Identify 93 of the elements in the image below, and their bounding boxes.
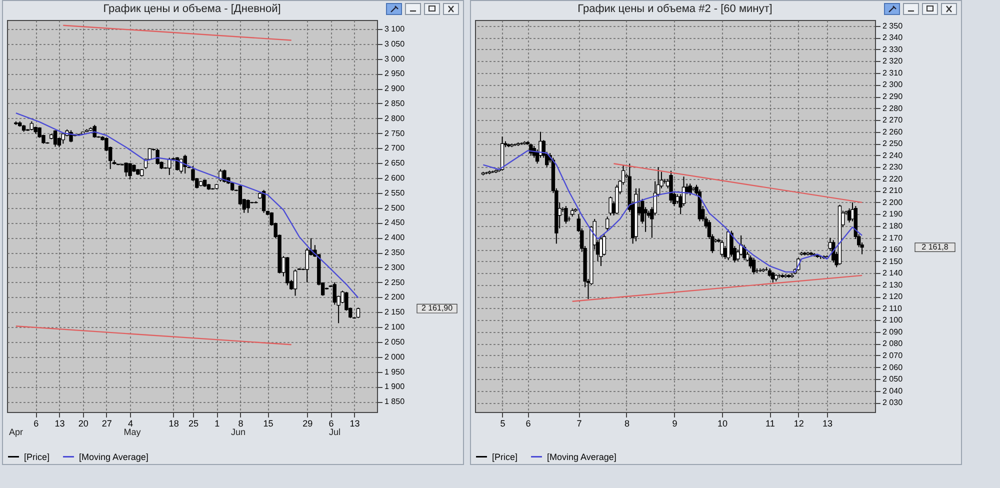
y-tick-label: 2 240: [882, 150, 904, 160]
y-tick-label: 3 100: [384, 24, 406, 34]
y-tick-label: 2 250: [384, 278, 406, 287]
y-tick-label: 2 900: [384, 84, 406, 94]
x-tick-label: 10: [717, 418, 728, 428]
text: Jun: [231, 427, 246, 437]
x-tick-label: 6: [328, 418, 334, 428]
y-tick-label: 2 330: [882, 44, 904, 54]
y-tick-label: 2 750: [384, 128, 406, 138]
y-tick-label: 2 110: [882, 304, 902, 313]
x-tick-label: 13: [350, 418, 360, 428]
x-tick-label: 15: [263, 418, 274, 428]
y-tick-label: 2 260: [882, 127, 904, 136]
text: 2 161,90: [421, 304, 454, 313]
y-tick-label: 2 550: [384, 188, 406, 198]
y-tick-label: 2 800: [384, 114, 406, 123]
y-tick-label: 2 030: [882, 398, 904, 408]
y-tick-label: 3 050: [384, 39, 406, 48]
y-tick-label: 2 340: [882, 33, 904, 42]
y-tick-label: 1 950: [384, 367, 406, 376]
y-tick-label: 2 320: [882, 56, 904, 66]
legend-label: [Moving Average]: [547, 452, 616, 462]
y-tick-label: 2 210: [882, 186, 904, 196]
y-tick-label: 2 310: [882, 68, 904, 78]
y-tick-label: 2 150: [882, 256, 904, 266]
y-tick-label: 2 230: [882, 162, 904, 172]
y-tick-label: 2 080: [882, 339, 904, 348]
y-tick-label: 2 450: [384, 218, 406, 228]
y-tick-label: 2 070: [882, 350, 904, 360]
chart-title: График цены и объема #2 - [60 минут]: [578, 3, 772, 15]
y-tick-label: 2 140: [882, 268, 904, 278]
y-tick-label: 2 250: [882, 139, 904, 148]
y-tick-label: 2 350: [882, 21, 904, 30]
y-tick-label: 2 950: [384, 69, 406, 78]
y-tick-label: 2 050: [384, 337, 406, 346]
y-tick-label: 2 150: [384, 308, 406, 317]
x-tick-label: 8: [238, 418, 244, 428]
x-tick-label: 4: [128, 418, 134, 428]
x-tick-label: 9: [672, 418, 678, 428]
legend-label: [Price]: [492, 452, 518, 462]
y-tick-label: 2 300: [384, 262, 406, 272]
y-tick-label: 2 650: [384, 158, 406, 168]
x-tick-label: 7: [576, 418, 582, 428]
x-tick-label: 13: [54, 418, 65, 428]
text: Apr: [9, 427, 24, 437]
x-tick-label: 13: [822, 418, 833, 428]
y-tick-label: 2 100: [384, 322, 406, 332]
y-tick-label: 3 000: [384, 54, 406, 64]
y-tick-label: 2 700: [384, 144, 406, 153]
x-tick-label: 6: [526, 418, 531, 428]
y-tick-label: 2 050: [882, 374, 904, 384]
x-tick-label: 18: [168, 418, 179, 428]
y-tick-label: 2 090: [882, 327, 904, 336]
x-tick-label: 25: [188, 418, 198, 428]
y-tick-label: 2 000: [384, 352, 406, 362]
y-tick-label: 1 900: [384, 382, 406, 392]
y-tick-label: 2 040: [882, 386, 904, 396]
x-tick-label: 20: [78, 418, 88, 428]
y-tick-label: 2 160: [882, 245, 904, 254]
y-tick-label: 2 130: [882, 280, 904, 290]
y-tick-label: 2 350: [384, 248, 406, 258]
text: May: [124, 427, 142, 437]
y-tick-label: 2 170: [882, 233, 904, 242]
y-tick-label: 2 600: [384, 173, 406, 182]
y-tick-label: 2 200: [882, 198, 904, 207]
legend-label: [Price]: [24, 452, 50, 462]
x-tick-label: 1: [214, 418, 220, 428]
y-tick-label: 2 120: [882, 292, 904, 302]
y-tick-label: 2 280: [882, 104, 904, 113]
text: Jul: [329, 427, 341, 437]
x-tick-label: 6: [34, 418, 39, 428]
y-tick-label: 2 180: [882, 222, 904, 231]
text: 2 161,8: [922, 242, 949, 252]
y-tick-label: 2 100: [882, 316, 904, 325]
y-tick-label: 2 300: [882, 80, 904, 90]
x-tick-label: 8: [624, 418, 630, 428]
y-tick-label: 2 850: [384, 98, 406, 108]
x-tick-label: 11: [766, 418, 775, 428]
legend-label: [Moving Average]: [79, 452, 148, 462]
y-tick-label: 2 190: [882, 210, 904, 219]
x-tick-label: 12: [794, 418, 804, 428]
y-tick-label: 2 060: [882, 362, 904, 372]
y-tick-label: 2 290: [882, 92, 904, 102]
y-tick-label: 2 220: [882, 174, 904, 184]
chart-title: График цены и объема - [Дневной]: [103, 3, 281, 15]
x-tick-label: 27: [102, 418, 112, 428]
y-tick-label: 1 850: [384, 397, 406, 406]
y-tick-label: 2 270: [882, 116, 904, 125]
x-tick-label: 5: [500, 418, 506, 428]
x-tick-label: 29: [302, 418, 313, 428]
y-tick-label: 2 500: [384, 203, 406, 212]
y-tick-label: 2 200: [384, 292, 406, 302]
y-tick-label: 2 400: [384, 233, 406, 242]
